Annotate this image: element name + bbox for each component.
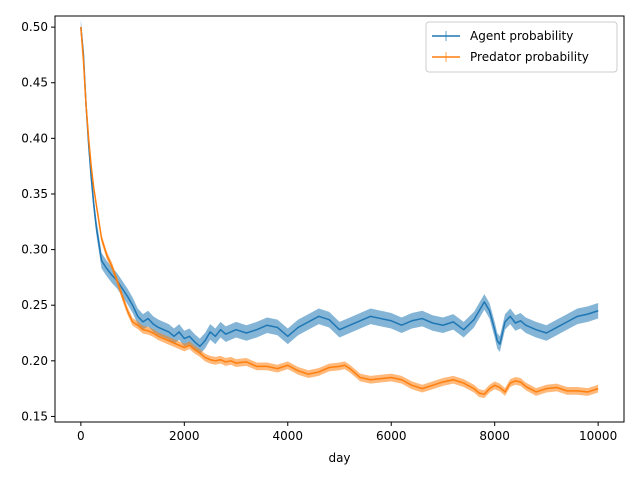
y-tick-label: 0.20: [21, 354, 48, 368]
x-tick-label: 0: [77, 429, 85, 443]
y-tick-label: 0.30: [21, 243, 48, 257]
plot-area-frame: [54, 15, 625, 423]
legend-entries: Agent probability Predator probability: [432, 29, 589, 64]
series-1-line: [80, 27, 599, 395]
series-0-line: [80, 27, 599, 348]
legend-label-1: Predator probability: [470, 50, 589, 64]
x-tick-label: 6000: [376, 429, 407, 443]
y-tick-label: 0.25: [21, 298, 48, 312]
y-tick-label: 0.50: [21, 20, 48, 34]
plot-layer: [80, 19, 599, 399]
legend: Agent probability Predator probability: [425, 21, 618, 73]
y-tick-label: 0.35: [21, 187, 48, 201]
y-tick-label: 0.40: [21, 131, 48, 145]
ticks-layer: 0 2000 4000 6000 8000 10000 0.15 0.20 0.25 0.30 0.…: [21, 20, 617, 443]
x-tick-label: 8000: [479, 429, 510, 443]
x-tick-label: 10000: [579, 429, 617, 443]
x-tick-label: 4000: [272, 429, 303, 443]
y-tick-label: 0.45: [21, 76, 48, 90]
y-tick-label: 0.15: [21, 409, 48, 423]
x-axis-label: day: [328, 451, 350, 465]
legend-label-0: Agent probability: [470, 29, 573, 43]
legend-box: [425, 21, 618, 73]
x-tick-label: 2000: [169, 429, 200, 443]
